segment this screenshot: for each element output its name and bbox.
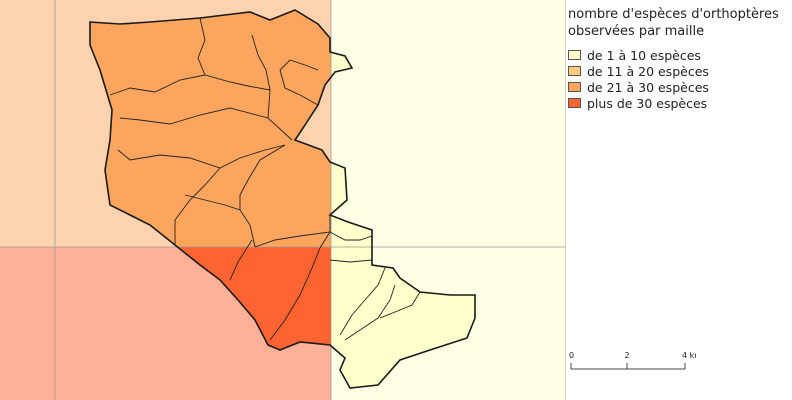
legend-title: nombre d'espèces d'orthoptères observées…	[568, 6, 790, 40]
legend-swatch	[568, 66, 581, 76]
grid-cell	[0, 0, 55, 247]
map[interactable]	[0, 0, 566, 400]
scale-tick-label: 0	[569, 351, 574, 360]
legend: nombre d'espèces d'orthoptères observées…	[568, 6, 790, 111]
legend-item-plus-30: plus de 30 espèces	[568, 95, 790, 111]
legend-swatch	[568, 98, 581, 108]
commune-outline	[89, 9, 476, 389]
scale-tick-label: 2	[624, 351, 629, 360]
grid-cell	[331, 0, 566, 247]
legend-item-11-20: de 11 à 20 espèces	[568, 63, 790, 79]
grid-lines	[0, 0, 566, 400]
legend-label: de 11 à 20 espèces	[587, 63, 709, 79]
grid-cell	[0, 247, 55, 400]
legend-label: plus de 30 espèces	[587, 95, 708, 111]
scale-tick-label: 4 km	[682, 351, 696, 360]
quarter-boundaries	[109, 17, 421, 341]
legend-item-1-10: de 1 à 10 espèces	[568, 47, 790, 63]
legend-swatch	[568, 50, 581, 60]
legend-label: de 21 à 30 espèces	[587, 79, 709, 95]
scale-line	[570, 363, 686, 370]
legend-item-21-30: de 21 à 30 espèces	[568, 79, 790, 95]
legend-title-line2: observées par maille	[568, 24, 705, 39]
legend-swatch	[568, 82, 581, 92]
legend-title-line1: nombre d'espèces d'orthoptères	[568, 7, 779, 22]
scale-bar: 0 2 4 km	[569, 351, 696, 370]
legend-label: de 1 à 10 espèces	[587, 47, 701, 63]
